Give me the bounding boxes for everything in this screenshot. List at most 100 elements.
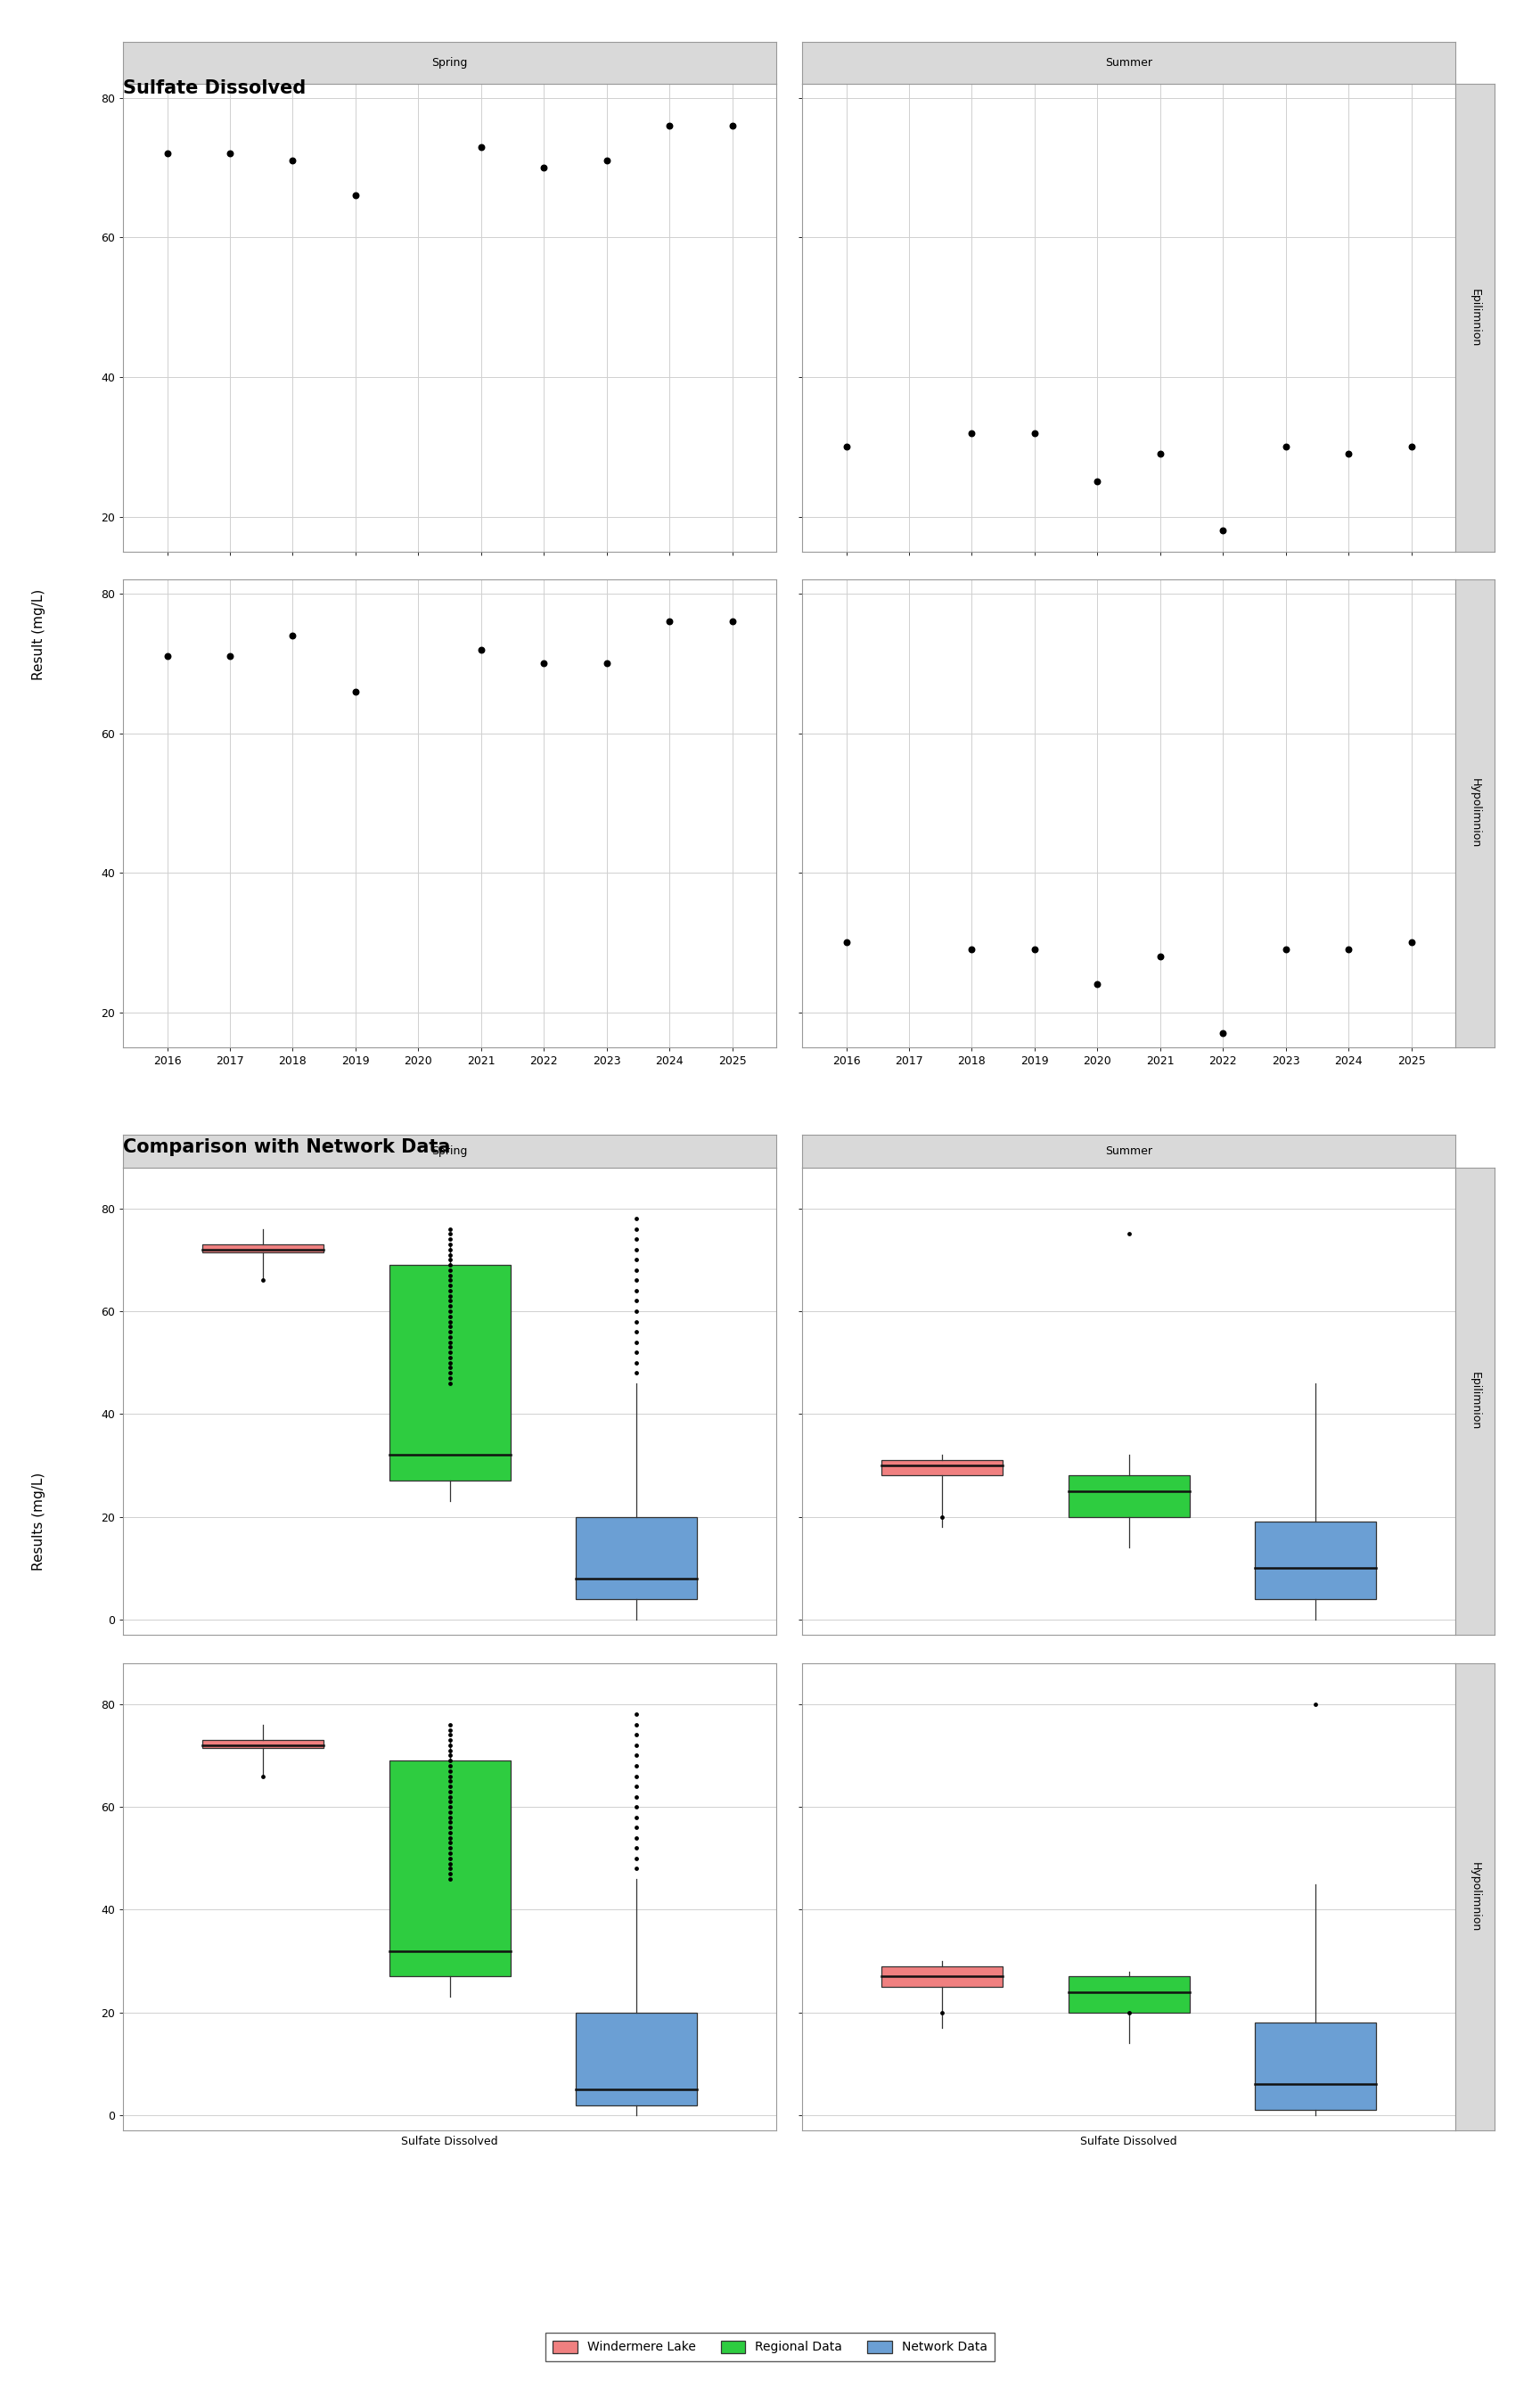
Point <box>1274 930 1298 968</box>
Point <box>437 1344 462 1382</box>
Point <box>531 149 556 187</box>
Point <box>1086 966 1110 1004</box>
Point <box>280 616 305 654</box>
Bar <box>390 1265 510 1481</box>
Point <box>624 1850 648 1888</box>
Point <box>437 1773 462 1811</box>
Point <box>719 105 744 144</box>
Point <box>437 1840 462 1878</box>
Point <box>437 1256 462 1294</box>
Bar <box>1255 2022 1377 2111</box>
Point <box>437 1296 462 1335</box>
Point <box>156 134 180 173</box>
Point <box>930 1993 955 2032</box>
Point <box>594 645 619 683</box>
Point <box>624 1716 648 1754</box>
Point <box>1023 930 1047 968</box>
Point <box>437 1747 462 1785</box>
Point <box>624 1220 648 1258</box>
Point <box>624 1282 648 1320</box>
Point <box>343 177 368 216</box>
Point <box>437 1732 462 1771</box>
Point <box>959 415 984 453</box>
Point <box>437 1737 462 1775</box>
Point <box>437 1323 462 1361</box>
Point <box>624 1272 648 1311</box>
Point <box>437 1828 462 1866</box>
Point <box>835 426 859 465</box>
Bar <box>1069 1476 1189 1517</box>
Point <box>437 1313 462 1351</box>
Point <box>437 1797 462 1835</box>
Text: Result (mg/L): Result (mg/L) <box>32 589 45 680</box>
Point <box>437 1804 462 1843</box>
Point <box>437 1711 462 1749</box>
Bar <box>202 1244 323 1253</box>
Point <box>1337 434 1361 472</box>
Point <box>437 1823 462 1862</box>
Point <box>437 1706 462 1744</box>
Point <box>437 1260 462 1299</box>
Point <box>437 1354 462 1392</box>
Point <box>1023 415 1047 453</box>
Point <box>437 1716 462 1754</box>
Point <box>156 637 180 676</box>
Point <box>624 1809 648 1847</box>
Point <box>437 1318 462 1356</box>
Point <box>437 1720 462 1759</box>
Point <box>437 1349 462 1387</box>
Point <box>1086 462 1110 501</box>
Point <box>437 1359 462 1397</box>
Point <box>437 1792 462 1831</box>
Point <box>719 601 744 640</box>
Point <box>1337 930 1361 968</box>
Point <box>437 1787 462 1826</box>
Point <box>437 1756 462 1795</box>
Point <box>624 1323 648 1361</box>
Point <box>343 673 368 712</box>
Point <box>624 1260 648 1299</box>
Point <box>468 127 493 165</box>
Bar <box>576 1517 698 1598</box>
Text: Comparison with Network Data: Comparison with Network Data <box>123 1138 451 1155</box>
Point <box>624 1840 648 1878</box>
Point <box>437 1308 462 1347</box>
Point <box>624 1797 648 1835</box>
Point <box>1210 510 1235 549</box>
Point <box>437 1855 462 1893</box>
Point <box>624 1344 648 1382</box>
Point <box>437 1236 462 1275</box>
Point <box>468 630 493 668</box>
Point <box>624 1747 648 1785</box>
Point <box>594 141 619 180</box>
Point <box>437 1363 462 1402</box>
Point <box>437 1850 462 1888</box>
Point <box>1210 1014 1235 1052</box>
Point <box>437 1246 462 1284</box>
Point <box>437 1210 462 1248</box>
Point <box>624 1232 648 1270</box>
Bar <box>1069 1977 1189 2013</box>
Point <box>624 1787 648 1826</box>
Point <box>531 645 556 683</box>
Point <box>1398 426 1423 465</box>
Legend: Windermere Lake, Regional Data, Network Data: Windermere Lake, Regional Data, Network … <box>545 2334 995 2360</box>
Point <box>437 1859 462 1898</box>
Point <box>437 1327 462 1366</box>
Point <box>437 1287 462 1325</box>
Point <box>437 1282 462 1320</box>
Point <box>624 1313 648 1351</box>
Point <box>437 1819 462 1857</box>
Point <box>1147 937 1172 975</box>
Point <box>437 1291 462 1330</box>
Point <box>624 1768 648 1807</box>
Point <box>437 1339 462 1378</box>
Point <box>1398 922 1423 961</box>
Point <box>251 1756 276 1795</box>
Point <box>437 1241 462 1279</box>
Point <box>217 637 242 676</box>
Point <box>930 1498 955 1536</box>
Point <box>437 1809 462 1847</box>
Text: Sulfate Dissolved: Sulfate Dissolved <box>123 79 306 96</box>
Point <box>1116 1993 1141 2032</box>
